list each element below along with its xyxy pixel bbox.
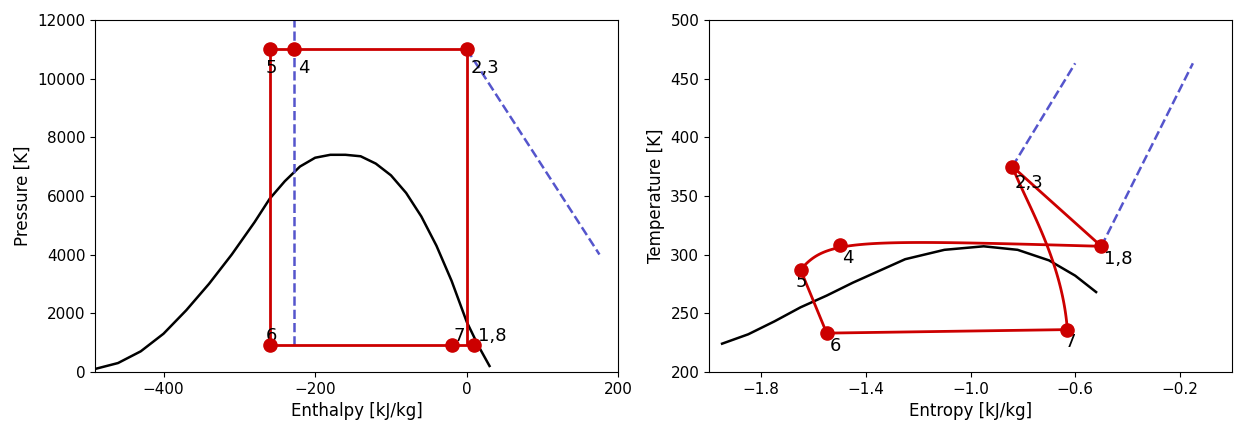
Point [259,46,279,53]
Text: 4: 4 [299,59,310,77]
Text: 2,3: 2,3 [1015,174,1044,192]
Point [1091,243,1111,250]
Point [1003,163,1023,170]
Text: 5: 5 [795,273,807,291]
Y-axis label: Pressure [K]: Pressure [K] [14,146,32,246]
Point [830,242,850,249]
Point [465,342,485,349]
Point [441,342,461,349]
Point [259,342,279,349]
Text: 1,8: 1,8 [478,327,507,345]
X-axis label: Entropy [kJ/kg]: Entropy [kJ/kg] [910,402,1032,420]
Text: 7: 7 [454,327,465,345]
Text: 1,8: 1,8 [1104,250,1133,268]
Text: 6: 6 [830,337,841,355]
Y-axis label: Temperature [K]: Temperature [K] [647,128,664,263]
Text: 5: 5 [265,59,278,77]
X-axis label: Enthalpy [kJ/kg]: Enthalpy [kJ/kg] [292,402,422,420]
Text: 4: 4 [842,249,854,267]
Point [1058,326,1078,333]
Text: 6: 6 [265,327,278,345]
Text: 2,3: 2,3 [471,59,500,77]
Point [790,266,810,273]
Point [816,330,836,337]
Point [457,46,477,53]
Text: 7: 7 [1065,333,1077,351]
Point [284,46,304,53]
